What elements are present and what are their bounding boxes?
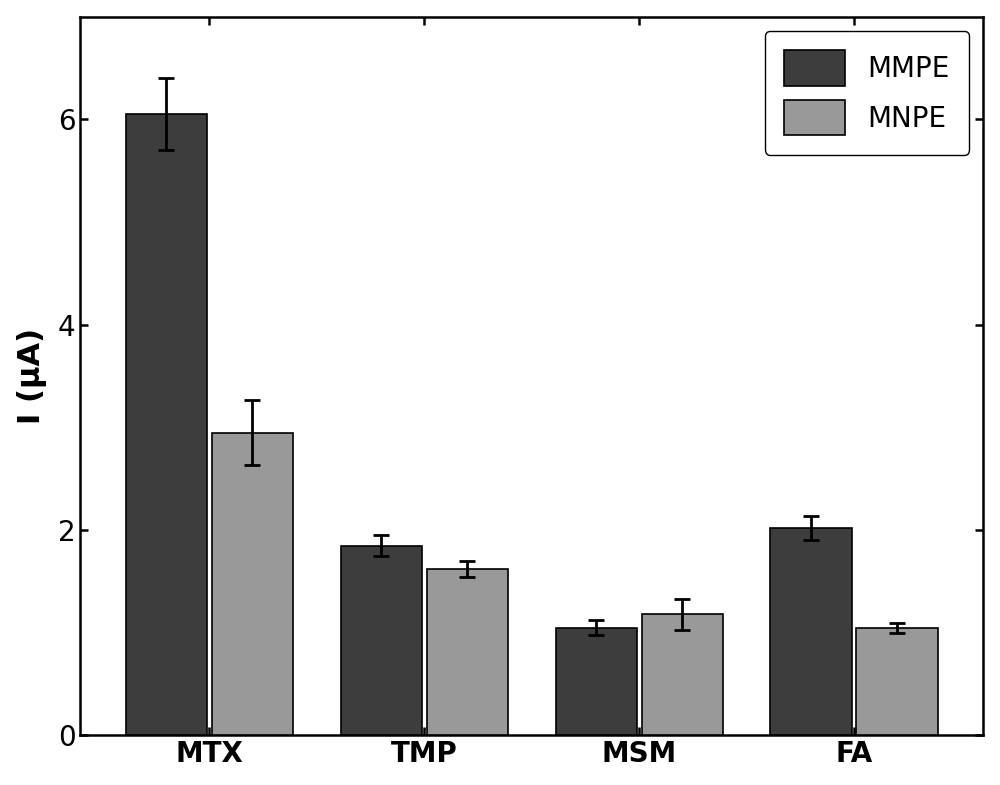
Bar (341, 546, 422, 736)
Bar (427, 569, 508, 736)
Bar (856, 628, 938, 736)
Legend: MMPE, MNPE: MMPE, MNPE (765, 31, 969, 155)
Bar (126, 115, 207, 736)
Bar (556, 628, 637, 736)
Y-axis label: I (μA): I (μA) (17, 328, 47, 424)
Bar (642, 615, 723, 736)
Bar (212, 433, 293, 736)
Bar (770, 528, 852, 736)
